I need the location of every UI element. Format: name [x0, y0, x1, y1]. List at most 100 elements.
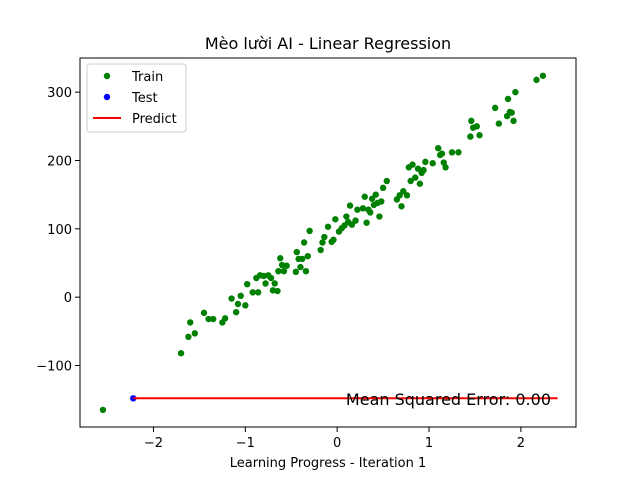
train-point [495, 120, 503, 127]
train-point [262, 280, 269, 287]
train-point [442, 164, 449, 171]
train-point [438, 150, 446, 157]
train-point [321, 233, 328, 241]
train-point [363, 219, 370, 226]
axes-frame [79, 57, 577, 428]
train-point [249, 289, 256, 296]
train-point [533, 76, 540, 84]
legend-label: Train [131, 70, 163, 85]
train-point [422, 158, 429, 166]
x-tick-label: 1 [425, 436, 433, 451]
train-point [205, 315, 212, 323]
legend-train-swatch [103, 72, 111, 80]
y-tick-label: 0 [64, 291, 72, 306]
train-point [512, 88, 519, 96]
train-point [330, 236, 337, 243]
train-point [297, 263, 304, 271]
train-point [352, 217, 359, 224]
legend-label: Predict [132, 112, 177, 127]
train-point [476, 132, 483, 139]
train-point [409, 161, 416, 168]
train-point [283, 262, 290, 269]
train-point [407, 177, 414, 185]
train-point [267, 274, 275, 282]
chart-title: Mèo lười AI - Linear Regression [205, 34, 451, 53]
train-point [177, 350, 185, 357]
train-point [448, 149, 456, 156]
train-point [306, 227, 313, 235]
x-tick-label: 2 [517, 436, 525, 451]
train-point [317, 246, 324, 254]
train-point [398, 203, 405, 210]
series-train [99, 72, 547, 414]
train-point [232, 309, 240, 316]
train-point [99, 406, 107, 414]
train-point [343, 213, 350, 220]
train-point [400, 188, 407, 195]
x-axis-label: Learning Progress - Iteration 1 [230, 456, 427, 471]
plot-area [99, 72, 558, 414]
train-point [416, 180, 424, 187]
train-point [299, 255, 306, 263]
train-point [379, 184, 387, 192]
legend-box [86, 63, 187, 133]
train-point [185, 333, 192, 340]
train-point [473, 123, 480, 130]
train-point [209, 315, 217, 323]
x-tick-label: −2 [144, 436, 163, 451]
train-point [304, 252, 311, 260]
train-point [539, 72, 547, 79]
train-point [372, 191, 379, 198]
y-tick-label: 100 [47, 223, 72, 238]
y-tick-label: 200 [47, 155, 72, 170]
x-tick-label: −1 [236, 436, 255, 451]
train-point [435, 145, 442, 152]
train-point [242, 302, 249, 309]
train-point [383, 177, 390, 185]
train-point [467, 133, 474, 140]
train-point [455, 149, 462, 156]
train-point [254, 289, 262, 296]
train-point [359, 205, 367, 212]
train-point [508, 109, 515, 116]
train-point [491, 104, 499, 112]
train-point [510, 117, 517, 125]
train-point [191, 330, 199, 337]
train-point [300, 239, 308, 246]
train-point [414, 165, 422, 172]
train-point [332, 216, 339, 223]
train-point [396, 192, 403, 199]
train-point [354, 206, 361, 213]
x-tick-label: 0 [333, 436, 341, 451]
legend-label: Test [131, 91, 158, 106]
train-point [368, 195, 376, 202]
train-point [302, 268, 310, 275]
x-axis-ticks: −2 −1 0 1 2 [144, 427, 525, 451]
train-point [367, 209, 374, 216]
train-point [429, 160, 436, 167]
train-point [346, 202, 354, 209]
legend: Train Test Predict [86, 63, 187, 133]
train-point [243, 280, 251, 288]
train-point [292, 268, 300, 276]
train-point [412, 174, 419, 181]
legend-test-swatch [103, 93, 111, 101]
train-point [275, 268, 282, 275]
train-point [280, 268, 288, 275]
train-point [403, 192, 411, 199]
train-point [468, 117, 475, 125]
train-point [200, 309, 208, 317]
train-point [376, 213, 383, 220]
train-point [187, 319, 194, 326]
train-point [324, 223, 332, 230]
y-axis-ticks: −100 0 100 200 300 [36, 86, 80, 375]
y-tick-label: −100 [36, 360, 72, 375]
train-point [348, 221, 356, 228]
train-point [228, 295, 235, 302]
mse-annotation: Mean Squared Error: 0.00 [346, 390, 551, 409]
train-point [277, 255, 284, 262]
train-point [504, 95, 512, 103]
train-point [361, 193, 368, 200]
train-point [221, 315, 229, 322]
train-point [293, 248, 300, 256]
